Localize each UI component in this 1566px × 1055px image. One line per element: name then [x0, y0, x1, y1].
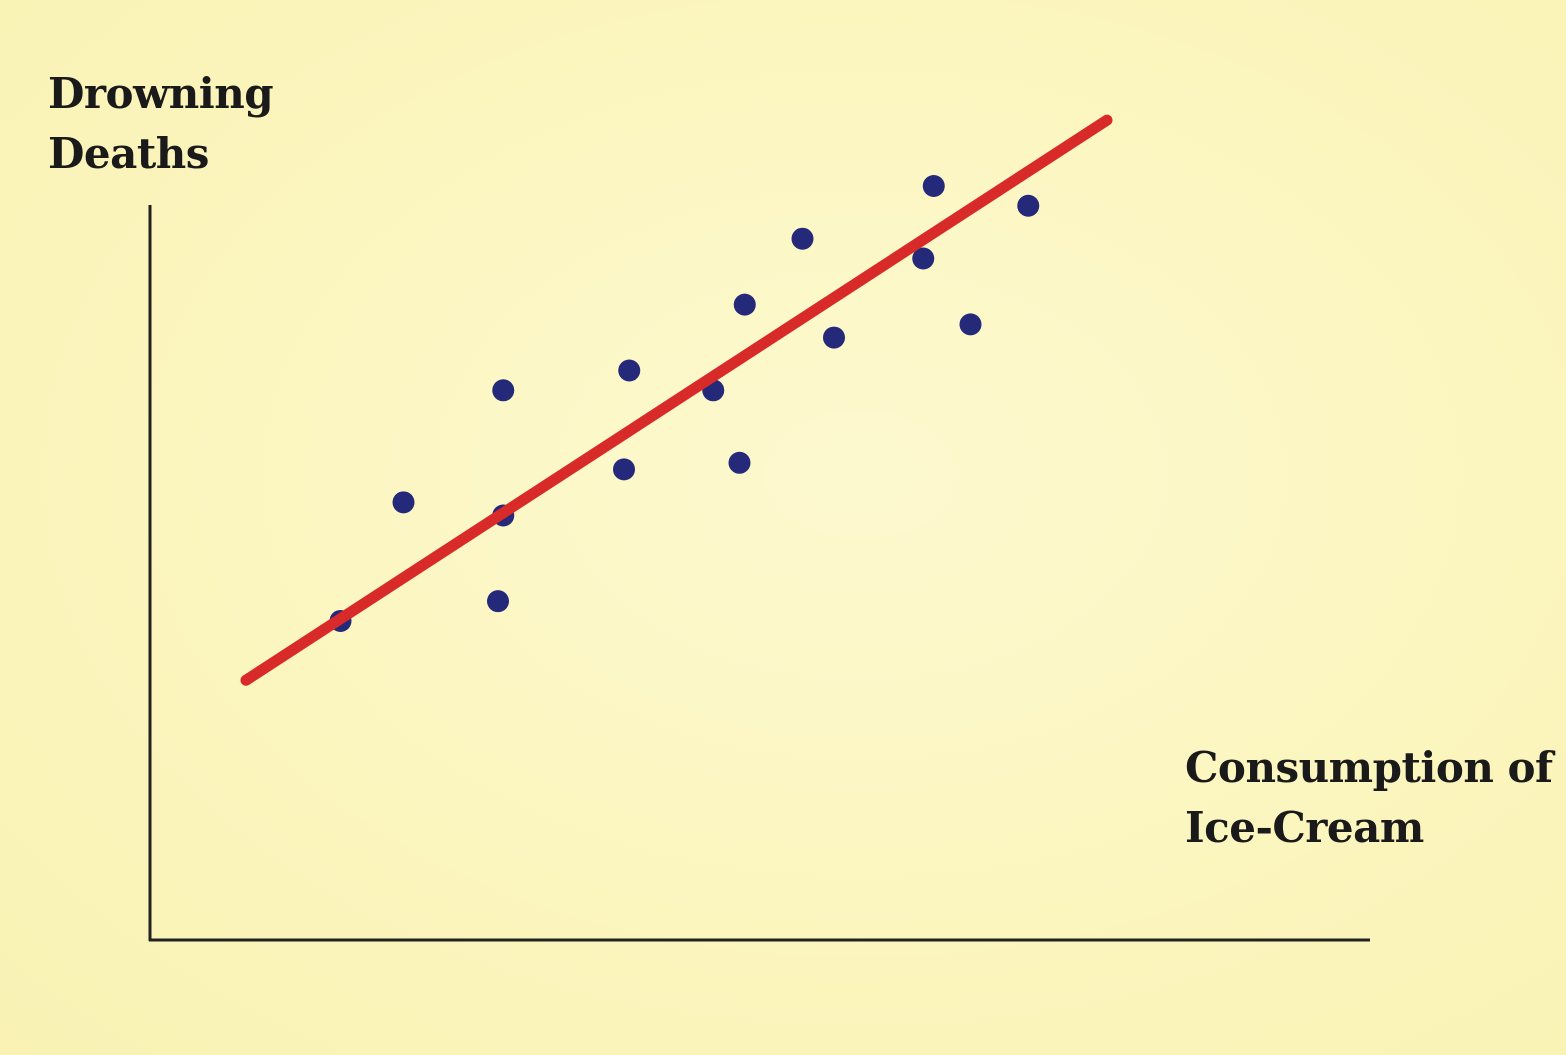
trendline: [240, 114, 1113, 686]
y-axis-label: Drowning Deaths: [48, 64, 274, 184]
x-axis-label-line-2: Ice-Cream: [1185, 803, 1424, 852]
scatter-point-13: [912, 247, 935, 270]
scatter-point-5: [492, 379, 515, 402]
scatter-points: [329, 175, 1040, 632]
trendline-layer: [240, 114, 1113, 686]
scatter-point-2: [392, 491, 415, 514]
scatter-point-10: [733, 293, 756, 316]
scatter-point-11: [791, 227, 814, 250]
scatter-point-3: [487, 590, 509, 613]
y-axis-label-line-2: Deaths: [48, 129, 209, 178]
scatter-point-15: [959, 313, 982, 336]
x-axis-label-line-1: Consumption of: [1185, 743, 1553, 792]
scatter-point-12: [823, 326, 845, 349]
scatter-point-6: [613, 458, 635, 481]
scatter-point-9: [728, 451, 751, 474]
y-axis-label-line-1: Drowning: [48, 69, 274, 118]
scatter-point-14: [922, 175, 945, 197]
scatter-point-7: [618, 359, 641, 382]
scatter-point-16: [1017, 194, 1040, 217]
x-axis-label: Consumption of Ice-Cream: [1185, 738, 1553, 858]
